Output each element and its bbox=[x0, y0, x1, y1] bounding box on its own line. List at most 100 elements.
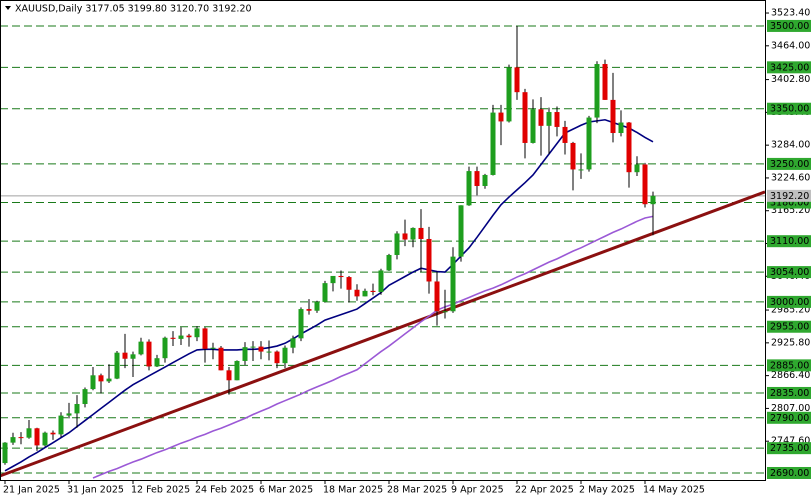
candle-body bbox=[562, 126, 568, 143]
candle-body bbox=[434, 281, 440, 312]
y-tick-label: 3523.40 bbox=[771, 8, 810, 19]
candle-body bbox=[450, 256, 456, 312]
level-label-box bbox=[767, 295, 811, 308]
candle-body bbox=[2, 442, 8, 464]
candle-body bbox=[114, 352, 120, 379]
level-label-box bbox=[767, 102, 811, 115]
level-label: 3250.00 bbox=[770, 159, 809, 170]
level-label-box bbox=[767, 320, 811, 333]
candle-body bbox=[426, 238, 432, 282]
candle-body bbox=[578, 169, 584, 171]
x-tick-label: 2 May 2025 bbox=[579, 485, 635, 496]
candle-body bbox=[138, 341, 144, 355]
candle-body bbox=[146, 341, 152, 367]
level-label: 2690.00 bbox=[770, 468, 809, 479]
x-tick-label: 28 Mar 2025 bbox=[387, 485, 447, 496]
candle-body bbox=[306, 309, 312, 311]
candle-body bbox=[98, 375, 104, 382]
y-tick-label: 2985.20 bbox=[771, 305, 810, 316]
candle-body bbox=[274, 351, 280, 364]
candle-body bbox=[18, 437, 24, 439]
candle-body bbox=[26, 428, 32, 438]
level-label-box bbox=[767, 411, 811, 424]
level-label-box bbox=[767, 466, 811, 479]
candle-body bbox=[546, 112, 552, 126]
y-tick-label: 3402.80 bbox=[771, 74, 810, 85]
candle-body bbox=[386, 254, 392, 271]
candle-body bbox=[586, 117, 592, 170]
level-label-box bbox=[767, 61, 811, 74]
candle-body bbox=[618, 122, 624, 134]
candle-body bbox=[290, 338, 296, 348]
candle-body bbox=[210, 347, 216, 349]
candle-body bbox=[218, 347, 224, 371]
candle-body bbox=[362, 290, 368, 297]
levels bbox=[1, 25, 765, 474]
x-tick-label: 14 May 2025 bbox=[643, 485, 705, 496]
level-label: 2835.00 bbox=[770, 388, 809, 399]
current-price-label: 3192.20 bbox=[770, 191, 809, 202]
y-tick-label: 2747.60 bbox=[771, 436, 810, 447]
candle-body bbox=[266, 351, 272, 353]
candle-body bbox=[370, 290, 376, 292]
level-label: 2955.00 bbox=[770, 322, 809, 333]
candle-body bbox=[298, 309, 304, 339]
candle-body bbox=[234, 360, 240, 381]
axes: 3523.403464.003402.803343.403284.003224.… bbox=[3, 8, 811, 496]
x-tick-label: 12 Feb 2025 bbox=[131, 485, 190, 496]
candle-body bbox=[106, 378, 112, 382]
candle-body bbox=[202, 328, 208, 349]
candle-body bbox=[42, 432, 48, 446]
level-label-box bbox=[767, 19, 811, 32]
candle-body bbox=[282, 347, 288, 364]
x-tick-label: 18 Mar 2025 bbox=[323, 485, 383, 496]
level-label-box bbox=[767, 235, 811, 248]
x-tick-label: 6 Mar 2025 bbox=[259, 485, 313, 496]
level-label: 2790.00 bbox=[770, 413, 809, 424]
candle-body bbox=[66, 413, 72, 416]
candle-body bbox=[570, 142, 576, 170]
candle-body bbox=[490, 112, 496, 175]
plot-frame bbox=[0, 0, 766, 481]
level-label: 3000.00 bbox=[770, 297, 809, 308]
level-label: 2735.00 bbox=[770, 443, 809, 454]
y-tick-label: 2866.40 bbox=[771, 370, 810, 381]
candle-body bbox=[498, 112, 504, 122]
candle-body bbox=[474, 171, 480, 186]
level-label-box bbox=[767, 359, 811, 372]
level-label-box bbox=[767, 157, 811, 170]
level-label-box bbox=[767, 442, 811, 455]
moving-average bbox=[4, 118, 654, 472]
x-tick-label: 21 Jan 2025 bbox=[3, 485, 60, 496]
candle-body bbox=[90, 375, 96, 390]
menu-arrow bbox=[5, 6, 11, 10]
candle-body bbox=[346, 277, 352, 290]
plot bbox=[1, 25, 765, 479]
y-tick-label: 3165.20 bbox=[771, 205, 810, 216]
level-label: 3180.00 bbox=[770, 198, 809, 209]
candle-body bbox=[154, 358, 160, 367]
candle-body bbox=[522, 92, 528, 143]
candle-body bbox=[186, 335, 192, 338]
y-tick-label: 2925.80 bbox=[771, 337, 810, 348]
candle-body bbox=[330, 275, 336, 284]
level-label: 3425.00 bbox=[770, 62, 809, 73]
level-label: 2885.00 bbox=[770, 360, 809, 371]
candle-body bbox=[338, 275, 344, 278]
candle-body bbox=[514, 67, 520, 93]
candle-body bbox=[506, 67, 512, 122]
candle-body bbox=[58, 415, 64, 435]
level-label-box bbox=[767, 386, 811, 399]
candle-body bbox=[82, 389, 88, 405]
level-label: 3054.00 bbox=[770, 267, 809, 278]
level-label: 3110.00 bbox=[770, 236, 809, 247]
candle-body bbox=[314, 301, 320, 311]
candle-body bbox=[594, 64, 600, 118]
candle-body bbox=[554, 112, 560, 127]
candle-body bbox=[130, 354, 136, 359]
candle-body bbox=[162, 337, 168, 359]
candle-body bbox=[538, 109, 544, 126]
x-tick-label: 24 Feb 2025 bbox=[195, 485, 254, 496]
x-tick-label: 31 Jan 2025 bbox=[67, 485, 124, 496]
candle-body bbox=[50, 432, 56, 435]
